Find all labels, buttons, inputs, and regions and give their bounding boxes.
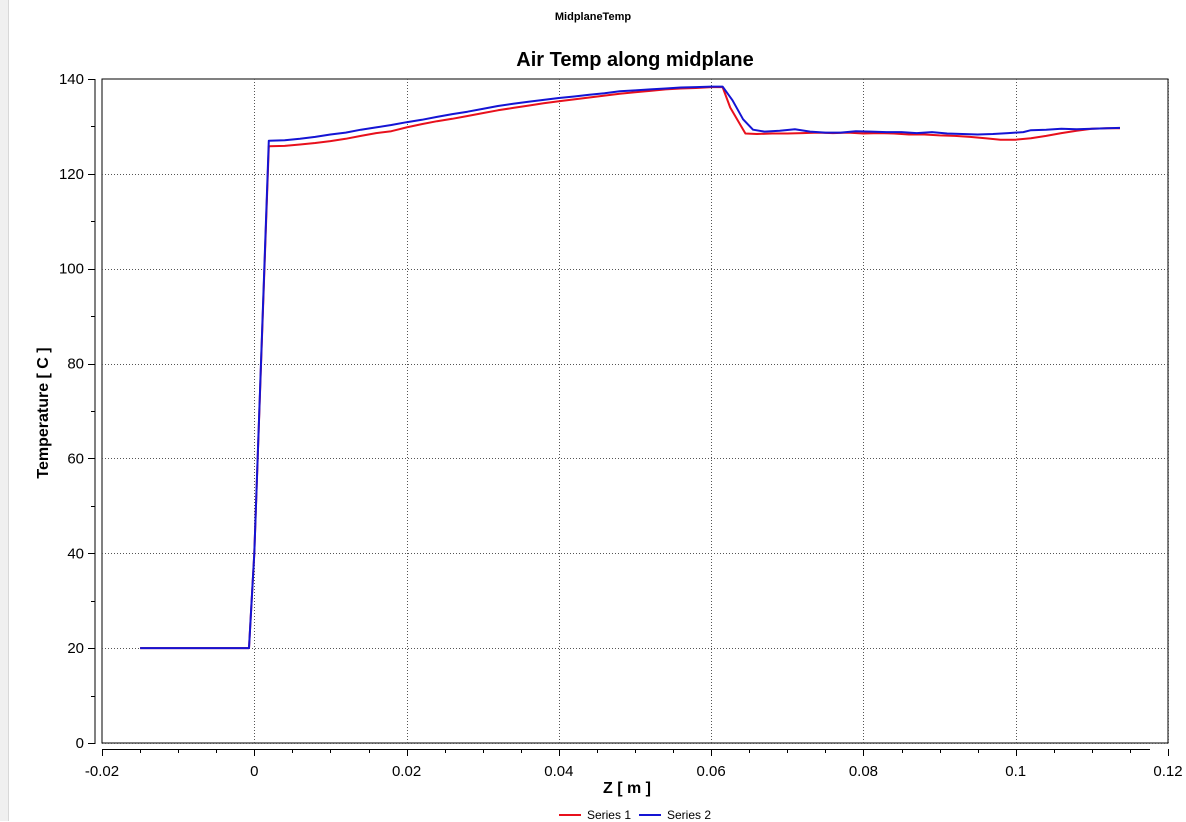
- window-edge: [0, 0, 9, 821]
- legend-swatch-series-2: [639, 814, 661, 816]
- x-tick-label-7: 0.12: [1153, 763, 1182, 780]
- series-line-2: [140, 85, 1121, 650]
- x-axis-label: Z [ m ]: [603, 780, 651, 797]
- legend-item-series-2: Series 2: [639, 808, 711, 822]
- legend-swatch-series-1: [558, 814, 581, 816]
- x-tick-label-0: -0.02: [85, 763, 119, 780]
- legend-label-series-1: Series 1: [586, 808, 631, 822]
- x-tick-label-5: 0.08: [849, 763, 878, 780]
- x-tick-label-3: 0.04: [544, 763, 573, 780]
- x-tick-label-2: 0.02: [392, 763, 421, 780]
- legend-label-series-2: Series 2: [667, 808, 712, 822]
- y-tick-label-6: 120: [59, 166, 84, 183]
- y-tick-label-1: 20: [67, 640, 84, 657]
- legend: Series 1 Series 2: [0, 808, 1186, 822]
- y-tick-label-5: 100: [59, 261, 84, 278]
- plot-frame: [101, 78, 1169, 744]
- x-tick-label-6: 0.1: [1005, 763, 1026, 780]
- window-title: MidplaneTemp: [554, 11, 632, 23]
- y-tick-label-7: 140: [59, 71, 84, 88]
- x-tick-label-4: 0.06: [697, 763, 726, 780]
- y-tick-label-4: 80: [67, 356, 84, 373]
- x-tick-label-1: 0: [250, 763, 258, 780]
- legend-item-series-1: Series 1: [558, 808, 631, 822]
- y-tick-label-3: 60: [67, 450, 84, 467]
- chart-title: Air Temp along midplane: [516, 49, 754, 71]
- y-tick-label-2: 40: [67, 545, 84, 562]
- y-tick-label-0: 0: [76, 735, 84, 752]
